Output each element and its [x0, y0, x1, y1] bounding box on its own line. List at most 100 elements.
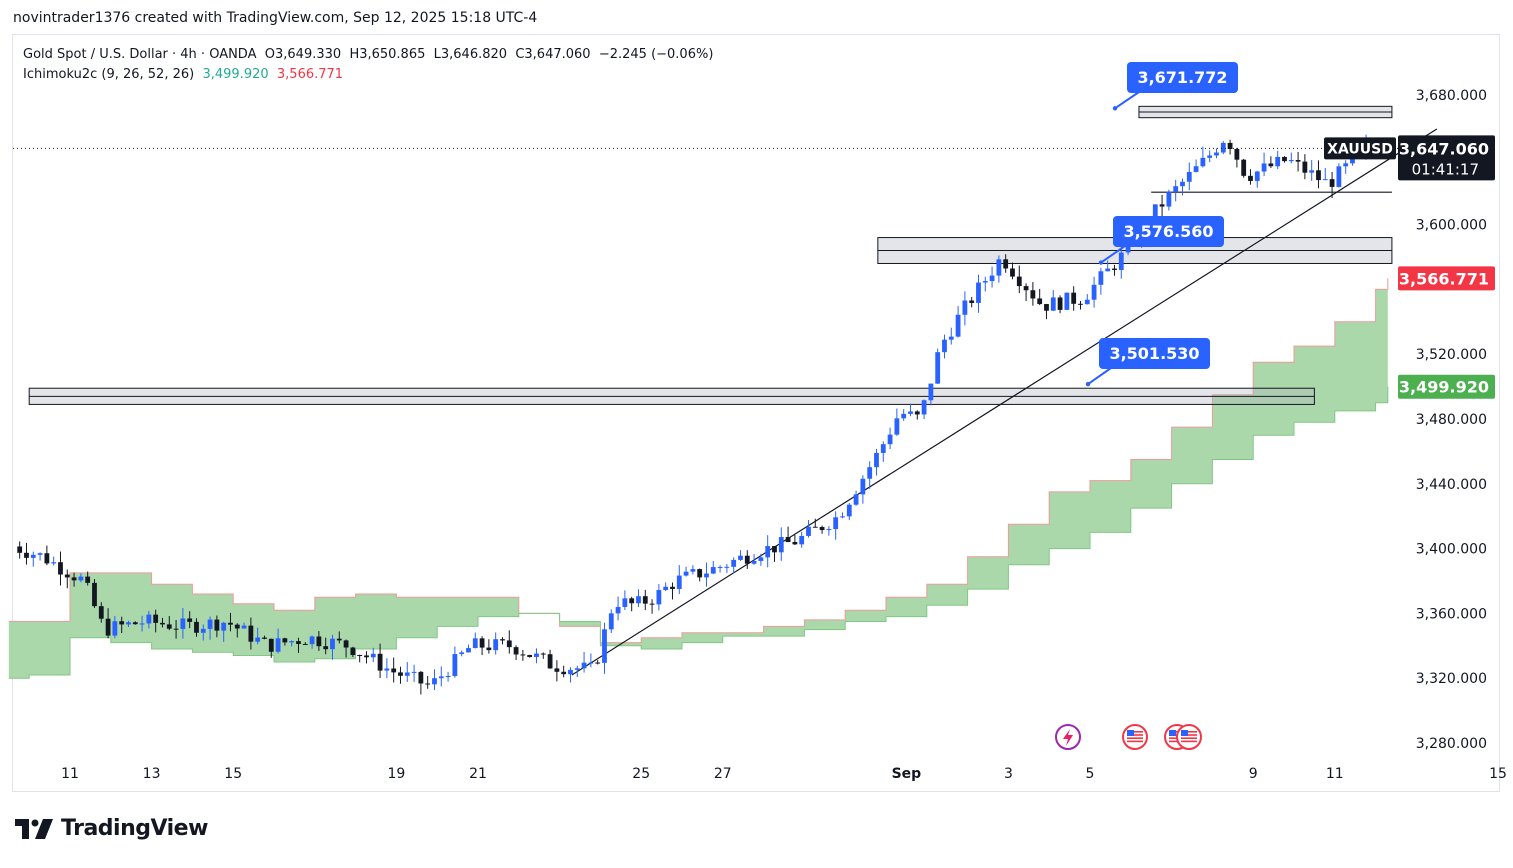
candle-body — [51, 562, 57, 564]
tradingview-logo-icon — [15, 818, 53, 839]
candle-body — [976, 282, 981, 303]
cloud-span-b-line — [8, 278, 1389, 644]
candle-body — [710, 567, 716, 574]
tag-text: 3,566.771 — [1399, 269, 1489, 288]
candle-body — [921, 400, 927, 415]
y-tick-label: 3,280.000 — [1416, 736, 1487, 752]
candle-body — [1248, 175, 1253, 181]
candle-body — [935, 352, 941, 384]
candle-body — [629, 598, 635, 604]
candle-body — [506, 640, 512, 648]
candle-body — [255, 637, 261, 642]
candle-body — [187, 618, 193, 622]
candle-body — [534, 653, 539, 657]
candle-body — [969, 300, 975, 303]
callout-anchor — [1112, 106, 1118, 111]
callout-box — [1127, 62, 1238, 93]
candle-body — [112, 621, 118, 636]
candle-body — [1207, 155, 1213, 158]
ichimoku-tag-green: 3,499.920 — [1398, 374, 1495, 399]
candle-body — [894, 418, 900, 435]
candle-body — [901, 413, 907, 419]
candle-body — [840, 516, 845, 518]
candle-body — [574, 668, 580, 670]
candle-body — [860, 478, 866, 495]
candle-body — [1186, 171, 1192, 182]
candle-body — [989, 275, 995, 282]
candle-body — [173, 628, 179, 630]
callout-0: 3,671.772 — [1112, 62, 1238, 111]
candle-body — [411, 671, 417, 673]
candle-body — [466, 648, 471, 653]
lightning-event-icon — [1055, 724, 1081, 750]
y-tick-label: 3,440.000 — [1416, 477, 1487, 493]
tradingview-logo[interactable]: TradingView — [15, 816, 208, 841]
candle-body — [139, 623, 145, 625]
candle-body — [418, 671, 424, 684]
candle-body — [180, 618, 186, 629]
candle-body — [262, 637, 267, 639]
candle-body — [1241, 159, 1247, 176]
economic-events — [1055, 724, 1202, 750]
y-tick-label: 3,400.000 — [1416, 542, 1487, 558]
candle-body — [642, 596, 648, 604]
ichimoku-tag-red: 3,566.771 — [1398, 266, 1495, 291]
candle-body — [1098, 271, 1104, 285]
candle-body — [1316, 170, 1321, 181]
flag-stripe — [1169, 731, 1185, 733]
flag-stripe — [1127, 731, 1143, 733]
candle-body — [425, 683, 431, 685]
candle-body — [1180, 181, 1185, 187]
us-flag-event-icon — [1176, 724, 1202, 750]
candle-body — [160, 622, 165, 625]
candle-body — [500, 639, 505, 641]
candle-body — [370, 653, 376, 658]
candle-body — [78, 576, 84, 581]
candle-body — [214, 619, 220, 631]
y-tick-label: 3,360.000 — [1416, 606, 1487, 622]
candle-body — [724, 566, 730, 568]
flag-canton — [1181, 730, 1188, 736]
indicator-row[interactable]: Ichimoku2c (9, 26, 52, 26) 3,499.920 3,5… — [23, 65, 713, 85]
flag-stripe — [1127, 737, 1143, 739]
candle-body — [377, 653, 383, 671]
candle-body — [1295, 160, 1301, 162]
callout-box — [1113, 216, 1224, 247]
candle-body — [1302, 161, 1308, 173]
candle-body — [928, 383, 934, 401]
candle-body — [806, 526, 811, 536]
candle-body — [1003, 259, 1009, 269]
candle-body — [336, 638, 342, 641]
ohlc-open: O3,649.330 — [264, 47, 342, 62]
candle-body — [1227, 142, 1233, 149]
candle-body — [744, 555, 750, 564]
support-resistance-zones — [28, 105, 1393, 405]
candle-body — [799, 535, 805, 545]
candle-body — [697, 569, 703, 578]
candle-body — [561, 671, 567, 675]
candle-body — [166, 624, 172, 629]
candle-body — [595, 662, 601, 664]
indicator-value-red: 3,566.771 — [276, 67, 344, 82]
flag-stripe — [1181, 731, 1197, 733]
candle-body — [1112, 268, 1117, 270]
candle-body — [670, 586, 675, 589]
y-tick-label: 3,320.000 — [1416, 671, 1487, 687]
candle-body — [996, 259, 1002, 276]
cloud-fill — [8, 278, 1388, 679]
chart-frame — [12, 34, 1500, 792]
candle-body — [649, 603, 655, 605]
candle-body — [268, 638, 274, 652]
candle-body — [758, 557, 764, 561]
ohlc-change: −2.245 (−0.06%) — [598, 47, 714, 62]
candle-body — [1214, 152, 1219, 156]
candle-body — [615, 606, 621, 614]
candle-body — [17, 546, 23, 553]
callout-2: 3,501.530 — [1085, 338, 1210, 387]
candle-body — [472, 638, 478, 649]
candle-body — [153, 614, 159, 623]
callout-label: 3,576.560 — [1123, 222, 1213, 241]
callout-label: 3,501.530 — [1109, 344, 1199, 363]
candle-body — [874, 452, 879, 468]
